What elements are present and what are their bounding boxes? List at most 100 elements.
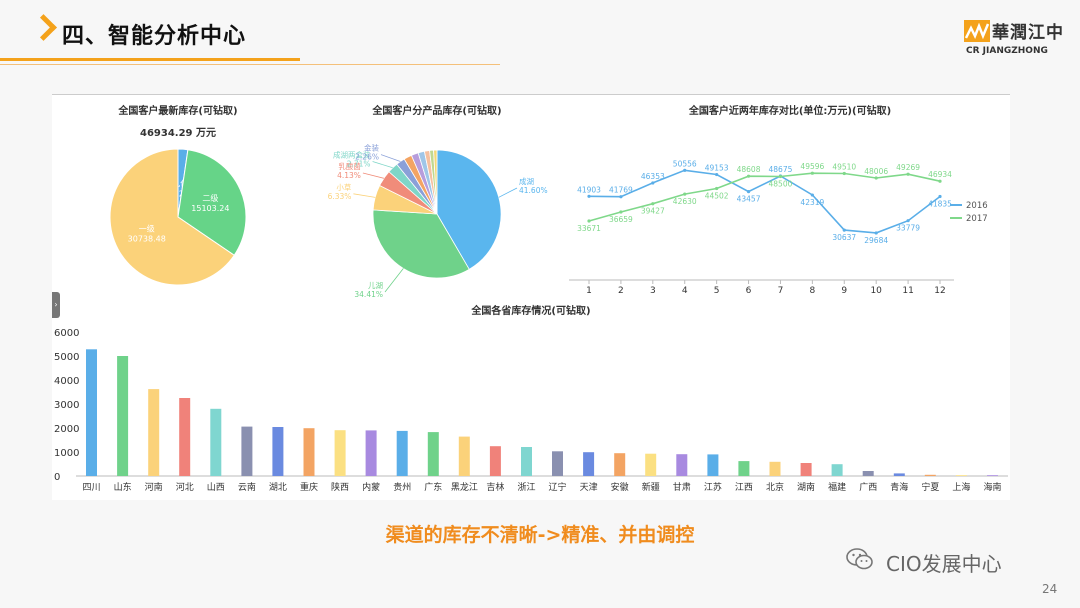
x-tick-label: 新疆 [642, 481, 660, 493]
pie-slice-value: 30738.48 [128, 235, 166, 244]
bar [614, 453, 626, 476]
data-label: 44502 [705, 191, 729, 200]
x-tick-label: 广西 [859, 481, 877, 493]
collapse-handle-icon[interactable]: › [52, 292, 60, 318]
data-point [683, 168, 687, 172]
data-point [683, 192, 687, 196]
pie-leader-line [372, 161, 393, 169]
chart-title: 全国各省库存情况(可钻取) [470, 304, 590, 317]
bar [893, 473, 905, 476]
pie-leader-line [384, 268, 404, 293]
data-point [906, 219, 910, 223]
bar [862, 471, 874, 476]
chevron-right-icon [30, 14, 57, 41]
data-point [874, 231, 878, 235]
bar [676, 454, 688, 476]
data-label: 46353 [641, 172, 665, 181]
bar [241, 426, 253, 476]
x-tick-label: 广东 [424, 481, 442, 493]
chart-title: 全国客户分产品库存(可钻取) [371, 104, 501, 117]
data-label: 49269 [896, 163, 920, 172]
y-tick-label: 4000 [54, 376, 79, 387]
legend-label: 2017 [966, 214, 988, 224]
dashboard-panel: 全国客户最新库存(可钻取) 46934.29 万元 礼包 1092.58 二级 15103… [52, 94, 1010, 500]
pie-leader-line [380, 154, 401, 162]
x-tick-label: 河南 [145, 481, 163, 493]
data-label: 33671 [577, 224, 601, 233]
bar [86, 349, 97, 476]
x-tick-label: 内蒙 [362, 481, 380, 493]
pie-total-label: 46934.29 万元 [140, 127, 216, 139]
x-tick-label: 辽宁 [549, 481, 567, 493]
data-point [587, 194, 591, 198]
data-label: 29684 [864, 236, 888, 245]
bar [955, 475, 967, 476]
data-point [746, 174, 751, 178]
data-label: 36659 [609, 215, 633, 224]
bar [148, 389, 160, 476]
x-tick-label: 湖北 [269, 482, 287, 493]
pie-slice-label: 二级 [202, 193, 218, 203]
x-tick-label: 山东 [114, 481, 132, 493]
data-point [619, 195, 623, 199]
pie-slice [433, 149, 438, 215]
x-tick-label: 黑龙江 [451, 481, 478, 493]
data-point [842, 228, 846, 232]
chart-title: 全国客户近两年库存对比(单位:万元)(可钻取) [688, 104, 891, 117]
data-label: 48608 [737, 165, 761, 174]
data-point [778, 174, 783, 179]
x-tick-label: 天津 [580, 482, 598, 493]
data-label: 43457 [737, 195, 761, 204]
header-underline [0, 58, 300, 61]
data-point [619, 210, 623, 214]
data-point [587, 219, 591, 223]
y-tick-label: 6000 [54, 328, 79, 339]
bar [303, 428, 315, 476]
x-tick-label: 宁夏 [921, 481, 939, 493]
bar [738, 461, 750, 476]
data-label: 48006 [864, 167, 888, 176]
data-point [810, 171, 814, 175]
x-tick-label: 江西 [735, 482, 753, 493]
bar [552, 451, 563, 476]
y-tick-label: 2000 [54, 424, 79, 435]
bar [800, 463, 812, 476]
bar [831, 464, 843, 476]
x-tick-label: 9 [841, 286, 847, 296]
series-line [588, 172, 941, 222]
x-tick-label: 5 [714, 286, 720, 296]
bar [365, 430, 377, 476]
x-tick-label: 3 [650, 286, 656, 296]
pie-slice [109, 148, 235, 286]
data-label: 49510 [832, 162, 856, 171]
data-point [842, 171, 846, 176]
bar [521, 447, 532, 476]
bar [210, 408, 222, 476]
x-tick-label: 8 [809, 286, 815, 296]
bar [924, 474, 936, 476]
x-tick-label: 海南 [983, 481, 1001, 493]
x-tick-label: 云南 [238, 481, 256, 493]
data-label: 42630 [673, 197, 697, 206]
pie-slice-label: 小草 [336, 182, 351, 192]
pie-leader-line [362, 172, 384, 179]
pie-slice-label: 金装 [364, 143, 379, 153]
company-logo: 華潤江中 CR JIANGZHONG [964, 18, 1076, 62]
pie-slice-label: 一级 [139, 224, 155, 234]
data-label: 41835 [928, 199, 952, 208]
x-tick-label: 7 [778, 286, 784, 296]
chart-title: 全国客户最新库存(可钻取) [117, 104, 237, 117]
x-tick-label: 山西 [207, 482, 225, 493]
data-label: 48500 [769, 180, 793, 189]
bar [272, 427, 284, 476]
bar [396, 430, 408, 476]
page-number: 24 [1042, 582, 1058, 596]
bar [583, 452, 595, 476]
pie-slice-value: 4.13% [337, 171, 361, 180]
data-label: 49153 [705, 164, 729, 173]
pie-leader-line [353, 193, 376, 198]
data-label: 49596 [800, 162, 824, 171]
y-tick-label: 0 [54, 472, 60, 483]
